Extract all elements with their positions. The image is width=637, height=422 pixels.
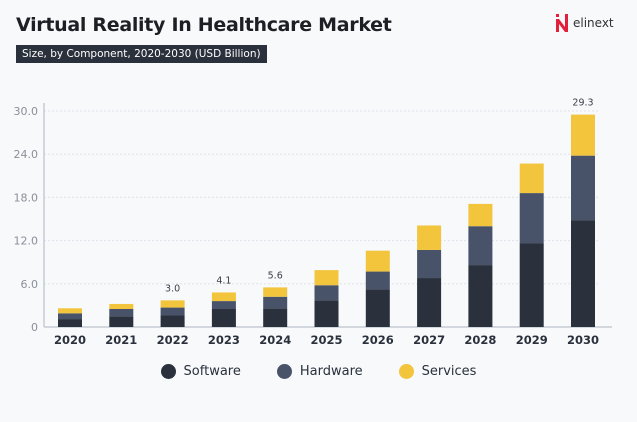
bar-services-2026 [365,250,390,272]
legend-item-services: Services [398,364,477,379]
legend-label: Software [183,364,241,379]
legend-swatch-icon [160,364,176,379]
chart-subtitle: Size, by Component, 2020-2030 (USD Billi… [16,45,267,63]
y-tick-label: 6.0 [21,278,39,291]
bar-hardware-2023 [211,301,236,309]
bar-software-2023 [211,309,236,327]
bar-hardware-2029 [519,193,544,244]
x-tick-label: 2026 [362,333,394,347]
bar-software-2030 [571,220,595,327]
x-tick-label: 2025 [310,333,342,347]
bar-hardware-2026 [365,271,390,290]
legend-label: Hardware [299,364,363,379]
x-tick-label: 2029 [516,333,548,347]
data-label: 29.3 [572,98,593,109]
y-tick-label: 12.0 [14,235,39,248]
x-tick-label: 2024 [259,333,291,347]
legend-swatch-icon [398,364,414,379]
y-tick-label: 24.0 [14,148,39,161]
chart-title: Virtual Reality In Healthcare Market [16,14,392,36]
bar-hardware-2027 [417,249,442,279]
x-tick-label: 2020 [54,333,86,347]
x-tick-label: 2023 [208,333,240,347]
bar-software-2024 [263,308,288,327]
bar-hardware-2021 [109,309,134,317]
bar-software-2021 [109,316,134,327]
bar-software-2028 [468,265,493,327]
bar-hardware-2030 [571,155,595,221]
x-tick-label: 2021 [105,333,137,347]
bar-services-2029 [519,163,544,194]
bar-services-2030 [571,114,595,156]
logo: elinext [556,14,614,32]
legend-swatch-icon [276,364,292,379]
bar-software-2025 [314,300,339,327]
bar-hardware-2024 [263,296,288,309]
bar-hardware-2020 [58,313,82,320]
x-tick-label: 2022 [157,333,189,347]
x-tick-label: 2030 [567,333,599,347]
bar-services-2027 [417,225,442,250]
bar-services-2020 [58,308,82,314]
bar-services-2024 [263,287,288,297]
legend-item-hardware: Hardware [276,364,363,379]
bar-software-2020 [58,319,82,327]
legend-item-software: Software [160,364,241,379]
y-tick-label: 0 [31,321,38,334]
legend: Software Hardware Services [0,364,637,379]
y-tick-label: 18.0 [14,191,39,204]
data-label: 5.6 [268,270,283,281]
bar-services-2023 [211,292,236,302]
data-label: 4.1 [216,275,231,286]
bar-hardware-2022 [160,307,185,316]
bar-software-2027 [417,278,442,327]
bar-software-2026 [365,289,390,327]
y-tick-label: 30.0 [14,105,39,118]
data-label: 3.0 [165,283,180,294]
bar-hardware-2028 [468,226,493,266]
bar-software-2029 [519,243,544,327]
bar-services-2028 [468,203,493,227]
x-tick-label: 2028 [464,333,496,347]
bar-hardware-2025 [314,285,339,301]
logo-text: elinext [573,16,614,30]
x-tick-label: 2027 [413,333,445,347]
bar-services-2021 [109,303,134,309]
bar-services-2025 [314,270,339,286]
bar-software-2022 [160,315,185,327]
legend-label: Services [421,364,477,379]
elinext-logo-icon [556,14,568,32]
bar-services-2022 [160,300,185,308]
